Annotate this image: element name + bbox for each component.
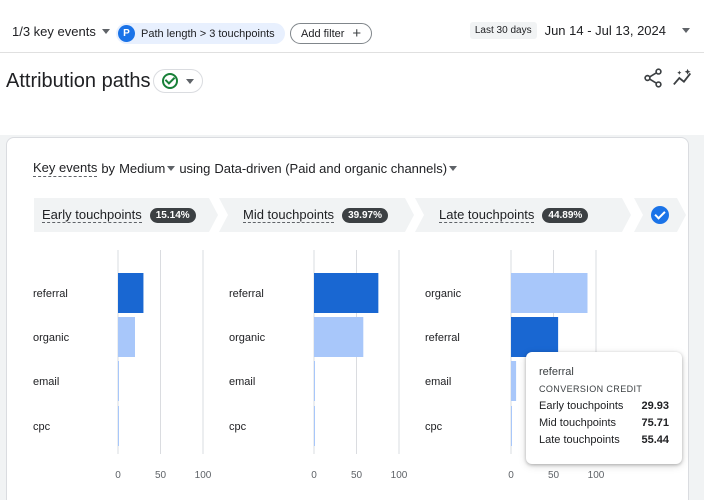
medium-dimension-label: Medium [119, 161, 166, 176]
category-label: organic [425, 288, 462, 300]
bar-cpc[interactable] [511, 406, 512, 446]
tick-label: 100 [195, 470, 212, 481]
bar-email[interactable] [118, 361, 119, 401]
category-label: email [425, 376, 451, 388]
filter-bar: 1/3 key events P Path length > 3 touchpo… [0, 0, 704, 53]
category-label: email [33, 376, 59, 388]
bar-cpc[interactable] [118, 406, 119, 446]
attribution-model-label: Data-driven (Paid and organic channels) [214, 161, 448, 176]
bar-referral[interactable] [314, 273, 379, 313]
filter-badge: P [118, 25, 135, 42]
tick-label: 50 [351, 470, 363, 481]
chevron-down-icon [186, 78, 194, 84]
tooltip-row-value: 29.93 [641, 399, 669, 412]
attribution-model-dropdown[interactable]: Data-driven (Paid and organic channels) [214, 161, 458, 176]
subtitle-using: using [179, 161, 211, 176]
tooltip-row: Early touchpoints 29.93 [539, 397, 669, 414]
category-label: referral [229, 288, 264, 300]
category-label: referral [33, 288, 68, 300]
stage-percentage: 39.97% [342, 208, 388, 223]
stage-percentage: 44.89% [542, 208, 588, 223]
bar-referral[interactable] [118, 273, 144, 313]
tooltip-heading: CONVERSION CREDIT [539, 384, 643, 394]
add-filter-button[interactable]: Add filter + [290, 23, 373, 44]
tick-label: 100 [391, 470, 408, 481]
tooltip-row-label: Early touchpoints [539, 399, 624, 412]
stage-late-touchpoints[interactable]: Late touchpoints 44.89% [415, 198, 631, 232]
stage-mid-touchpoints[interactable]: Mid touchpoints 39.97% [219, 198, 414, 232]
category-label: organic [33, 332, 70, 344]
bar-cpc[interactable] [314, 406, 315, 446]
tick-label: 50 [548, 470, 560, 481]
medium-dimension-dropdown[interactable]: Medium [119, 161, 176, 176]
subtitle-by: by [101, 161, 116, 176]
category-label: email [229, 376, 255, 388]
chevron-down-icon [101, 29, 110, 34]
path-length-filter-chip[interactable]: P Path length > 3 touchpoints [116, 23, 285, 44]
bar-email[interactable] [511, 361, 517, 401]
category-label: organic [229, 332, 266, 344]
category-label: referral [425, 332, 460, 344]
tick-label: 100 [588, 470, 605, 481]
category-label: cpc [229, 421, 247, 433]
stage-label: Early touchpoints [42, 207, 142, 222]
add-filter-label: Add filter [301, 27, 345, 40]
key-events-metric-link[interactable]: Key events [33, 160, 98, 177]
date-range-label: Last 30 days [469, 22, 537, 39]
chevron-down-icon [682, 28, 690, 33]
tooltip-row-label: Mid touchpoints [539, 416, 617, 429]
tooltip-title: referral [539, 366, 574, 378]
stage-label: Mid touchpoints [243, 207, 335, 222]
tick-label: 0 [115, 470, 121, 481]
category-label: cpc [425, 421, 443, 433]
date-range-picker[interactable]: Last 30 days Jun 14 - Jul 13, 2024 [469, 22, 690, 39]
check-circle-icon [162, 73, 178, 89]
stage-early-touchpoints[interactable]: Early touchpoints 15.14% [34, 198, 218, 232]
bar-organic[interactable] [511, 273, 588, 313]
tooltip-row: Late touchpoints 55.44 [539, 431, 669, 448]
card-subtitle: Key events by Medium using Data-driven (… [33, 160, 458, 177]
tick-label: 50 [155, 470, 167, 481]
stage-percentage: 15.14% [150, 208, 196, 223]
share-icon[interactable] [642, 67, 664, 89]
category-label: cpc [33, 421, 51, 433]
report-status-dropdown[interactable] [153, 69, 203, 93]
tooltip-row-value: 55.44 [641, 433, 669, 446]
tick-label: 0 [508, 470, 514, 481]
tooltip-row-value: 75.71 [641, 416, 669, 429]
chart-tooltip: referral CONVERSION CREDIT Early touchpo… [526, 352, 682, 464]
key-events-label: 1/3 key events [12, 24, 96, 39]
tooltip-row-label: Late touchpoints [539, 433, 620, 446]
chevron-down-icon [167, 166, 176, 171]
date-range-value: Jun 14 - Jul 13, 2024 [544, 23, 666, 38]
insights-icon[interactable] [672, 67, 694, 89]
stage-label: Late touchpoints [439, 207, 535, 222]
tooltip-row: Mid touchpoints 75.71 [539, 414, 669, 431]
bar-organic[interactable] [118, 317, 135, 357]
page-title: Attribution paths [6, 70, 151, 92]
bar-organic[interactable] [314, 317, 364, 357]
check-icon [651, 206, 669, 224]
filter-chip-label: Path length > 3 touchpoints [141, 27, 275, 40]
chevron-down-icon [449, 166, 458, 171]
bar-email[interactable] [314, 361, 315, 401]
key-events-dropdown[interactable]: 1/3 key events [12, 24, 110, 39]
bar-referral[interactable] [511, 317, 559, 357]
plus-icon: + [352, 25, 362, 42]
tick-label: 0 [311, 470, 317, 481]
page-header: Attribution paths [0, 53, 704, 135]
